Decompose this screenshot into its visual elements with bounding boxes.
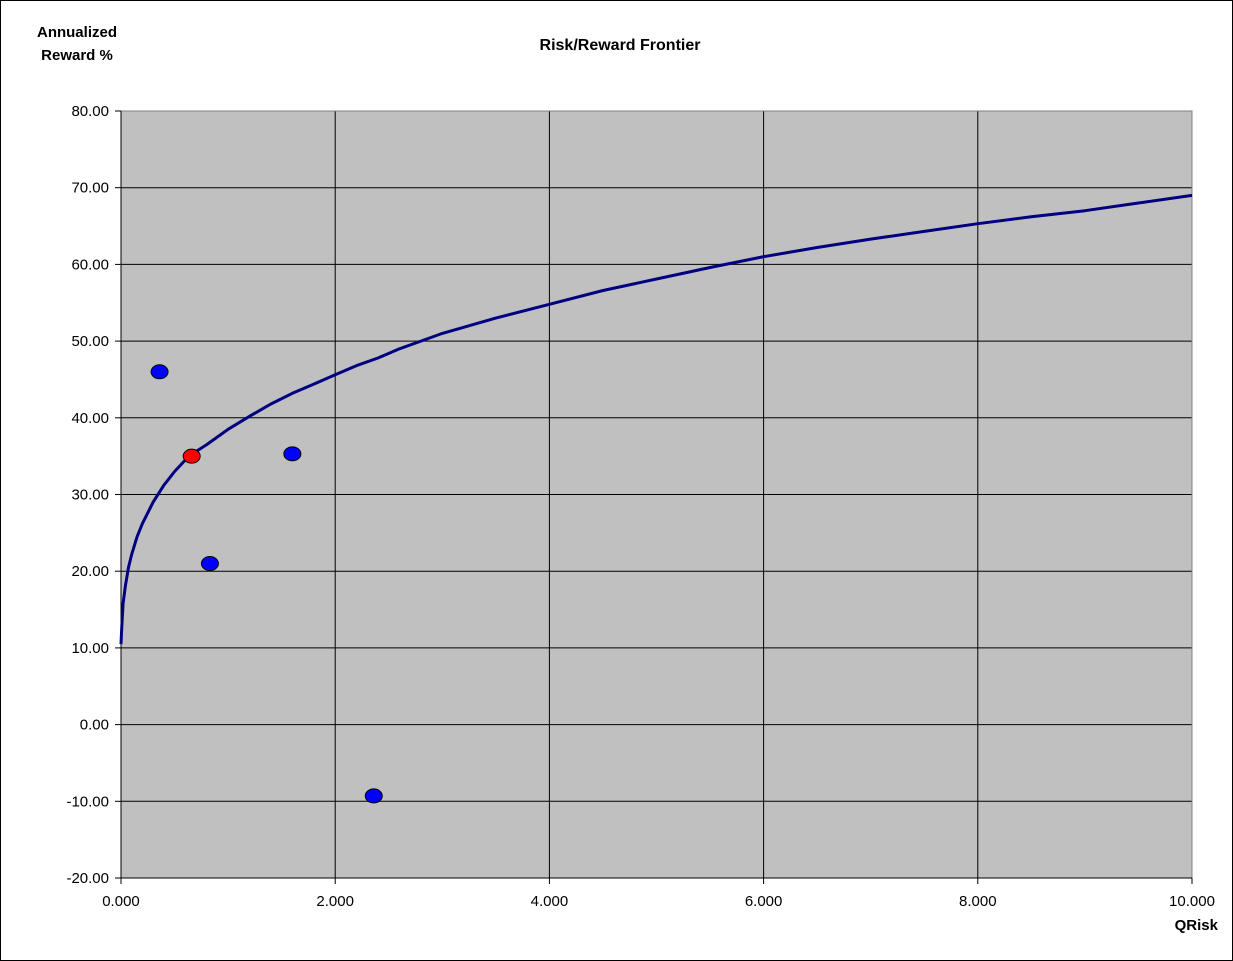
x-tick-label: 6.000 <box>745 893 783 910</box>
x-tick-label: 8.000 <box>959 893 997 910</box>
y-tick-label: 60.00 <box>71 256 109 273</box>
x-tick-label: 4.000 <box>531 893 569 910</box>
x-axis-label: QRisk <box>1175 917 1219 934</box>
y-tick-label: 30.00 <box>71 487 109 504</box>
data-point <box>200 556 219 572</box>
data-point <box>283 446 302 462</box>
chart-title: Risk/Reward Frontier <box>540 37 701 54</box>
data-points <box>150 364 383 804</box>
y-tick-label: 20.00 <box>71 563 109 580</box>
y-tick-label: 0.00 <box>80 717 109 734</box>
x-tick-labels: 0.000 2.000 4.000 6.000 8.000 10.000 <box>102 878 1215 910</box>
x-tick-label: 10.000 <box>1169 893 1215 910</box>
y-tick-label: 10.00 <box>71 640 109 657</box>
y-axis-label-line-2: Reward % <box>41 47 113 64</box>
y-tick-label: -20.00 <box>66 870 109 887</box>
y-tick-label: 70.00 <box>71 180 109 197</box>
data-point <box>150 364 169 380</box>
y-tick-label: 50.00 <box>71 333 109 350</box>
data-point <box>182 448 201 464</box>
y-tick-labels: 80.00 70.00 60.00 50.00 40.00 30.00 20.00 10.00… <box>66 103 121 887</box>
x-tick-label: 0.000 <box>102 893 140 910</box>
y-tick-label: 40.00 <box>71 410 109 427</box>
y-tick-label: 80.00 <box>71 103 109 120</box>
x-tick-label: 2.000 <box>316 893 354 910</box>
frontier-line <box>119 193 1193 645</box>
y-tick-label: -10.00 <box>66 793 109 810</box>
y-axis-label-line-1: Annualized <box>37 24 117 41</box>
data-point <box>364 788 383 804</box>
